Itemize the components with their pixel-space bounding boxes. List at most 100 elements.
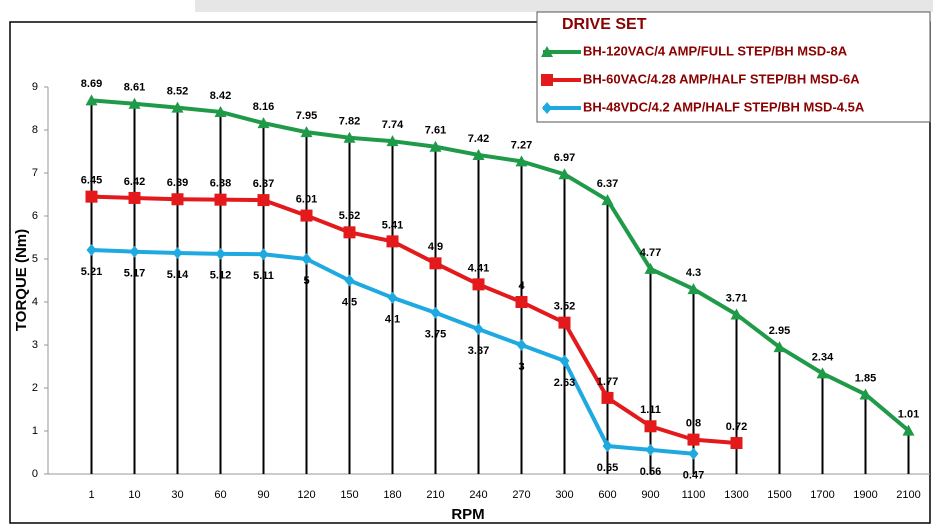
marker: [515, 296, 528, 308]
data-label: 8.42: [210, 90, 231, 102]
data-label: 4.41: [468, 262, 489, 274]
legend-label: BH-60VAC/4.28 AMP/HALF STEP/BH MSD-6A: [583, 71, 860, 86]
data-label: 1.85: [855, 372, 876, 384]
marker: [473, 323, 484, 336]
x-tick-label: 10: [128, 489, 140, 501]
x-tick-label: 600: [598, 489, 616, 501]
marker: [86, 243, 97, 256]
legend-marker: [542, 102, 552, 114]
y-tick-label: 5: [32, 253, 38, 265]
data-label: 0.56: [640, 466, 661, 478]
data-label: 6.42: [124, 176, 145, 188]
marker: [171, 193, 184, 206]
x-tick-label: 150: [340, 489, 358, 501]
marker: [773, 341, 786, 353]
data-label: 5.62: [339, 210, 360, 222]
x-tick-label: 1: [88, 489, 94, 501]
data-label: 5.11: [253, 270, 274, 282]
marker: [387, 291, 398, 304]
marker: [558, 168, 571, 180]
data-label: 5.17: [124, 268, 145, 280]
marker: [257, 194, 270, 207]
legend-marker: [541, 74, 553, 86]
marker: [85, 94, 98, 106]
data-label: 3.71: [726, 292, 747, 304]
x-tick-label: 120: [297, 489, 315, 501]
marker: [601, 391, 614, 404]
marker: [128, 97, 141, 109]
marker: [472, 148, 485, 160]
data-label: 5: [303, 275, 309, 287]
data-label: 7.74: [382, 119, 404, 131]
x-tick-label: 1900: [853, 489, 877, 501]
data-label: 7.27: [511, 139, 532, 151]
x-tick-label: 60: [214, 489, 226, 501]
x-tick-label: 900: [641, 489, 659, 501]
data-label: 4.3: [686, 267, 701, 279]
marker: [730, 437, 743, 450]
data-label: 6.45: [81, 175, 102, 187]
marker: [859, 388, 872, 400]
data-label: 1.77: [597, 376, 618, 388]
x-axis-title: RPM: [451, 506, 484, 523]
data-label: 5.21: [81, 266, 102, 278]
data-label: 7.95: [296, 110, 317, 122]
y-tick-label: 9: [32, 81, 38, 93]
data-label: 3.75: [425, 329, 446, 341]
data-label: 0.47: [683, 470, 704, 482]
top-bar: [195, 0, 933, 12]
data-label: 0.8: [686, 418, 701, 430]
marker: [429, 257, 442, 270]
data-label: 0.65: [597, 462, 618, 474]
data-label: 2.34: [812, 351, 834, 363]
marker: [343, 226, 356, 239]
marker: [472, 278, 485, 291]
marker: [172, 246, 183, 259]
data-label: 6.39: [167, 177, 188, 189]
x-tick-label: 2100: [896, 489, 920, 501]
marker: [644, 262, 657, 274]
data-label: 8.16: [253, 101, 274, 113]
data-label: 4.9: [428, 241, 443, 253]
data-label: 6.97: [554, 152, 575, 164]
marker: [516, 339, 527, 351]
marker: [902, 424, 915, 436]
marker: [601, 194, 614, 206]
series-line: [91, 98, 910, 433]
marker: [816, 367, 829, 379]
marker: [300, 209, 313, 222]
data-label: 7.61: [425, 125, 446, 137]
data-label: 3.52: [554, 301, 575, 313]
legend-marker: [541, 46, 553, 57]
data-label: 8.69: [81, 78, 102, 90]
marker: [730, 308, 743, 320]
y-tick-label: 8: [32, 124, 38, 136]
y-tick-label: 4: [32, 296, 38, 308]
data-label: 4.77: [640, 247, 661, 259]
x-tick-label: 270: [512, 489, 530, 501]
y-axis-title: TORQUE (Nm): [13, 229, 30, 331]
data-label: 7.42: [468, 133, 489, 145]
marker: [214, 105, 227, 117]
marker: [300, 126, 313, 138]
data-label: 8.52: [167, 86, 188, 98]
data-label: 1.11: [640, 404, 661, 416]
marker: [386, 135, 399, 147]
marker: [687, 283, 700, 295]
data-label: 0.72: [726, 421, 747, 433]
marker: [559, 354, 570, 367]
marker: [343, 131, 356, 143]
legend-label: BH-48VDC/4.2 AMP/HALF STEP/BH MSD-4.5A: [583, 99, 865, 114]
marker: [429, 140, 442, 152]
legend-label: BH-120VAC/4 AMP/FULL STEP/BH MSD-8A: [583, 43, 848, 58]
legend-title: DRIVE SET: [562, 16, 647, 33]
x-tick-label: 30: [171, 489, 183, 501]
data-label: 7.82: [339, 116, 360, 128]
marker: [214, 193, 227, 206]
x-tick-label: 1100: [682, 489, 706, 501]
x-tick-label: 300: [555, 489, 573, 501]
data-label: 4.1: [385, 314, 400, 326]
marker: [301, 253, 312, 265]
series-line: [91, 194, 737, 446]
